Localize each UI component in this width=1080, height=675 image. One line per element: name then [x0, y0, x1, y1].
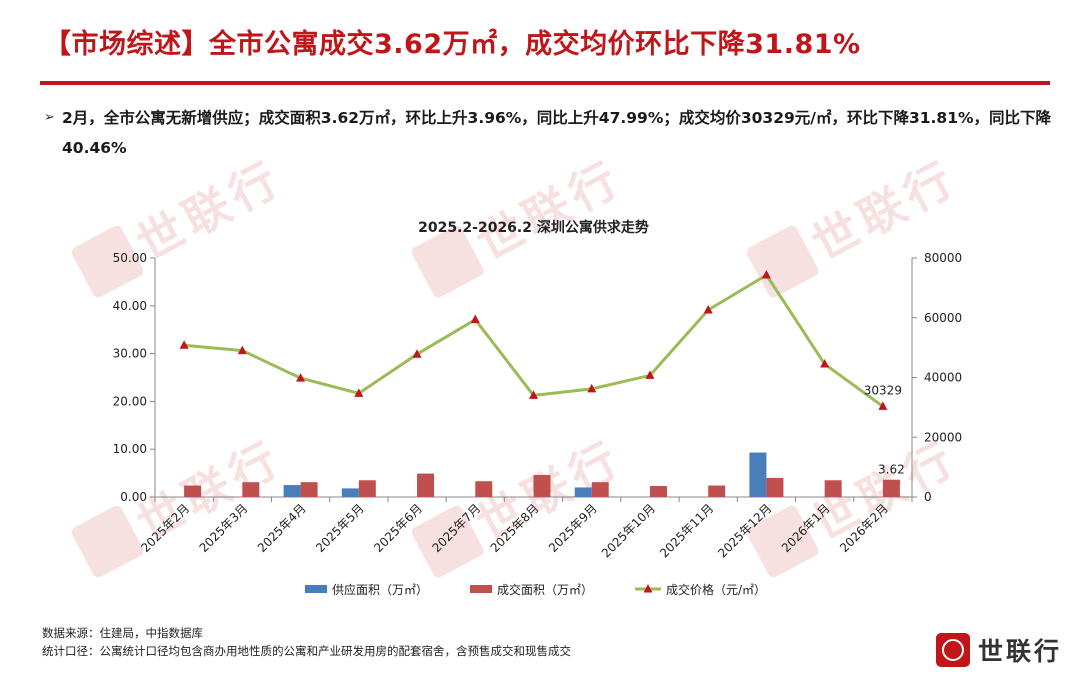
- transaction-bar: [417, 473, 435, 497]
- x-tick-label: 2026年2月: [837, 501, 891, 555]
- transaction-bar: [882, 479, 900, 497]
- legend-swatch: [305, 585, 327, 593]
- transaction-bar: [475, 481, 493, 497]
- price-point: [587, 383, 597, 393]
- page-title: 【市场综述】全市公寓成交3.62万㎡，成交均价环比下降31.81%: [44, 29, 861, 60]
- transaction-bar: [766, 477, 784, 497]
- footnotes: 数据来源：住建局，中指数据库 统计口径：公寓统计口径均包含商办用地性质的公寓和产…: [42, 624, 571, 660]
- price-point: [703, 304, 713, 314]
- price-point: [412, 349, 422, 358]
- supply-bar: [574, 487, 592, 497]
- transaction-bar: [649, 486, 667, 497]
- y-right-tick-label: 60000: [924, 311, 962, 325]
- logo-name: 世联行: [977, 637, 1062, 666]
- price-point: [237, 345, 247, 355]
- x-tick-label: 2025年11月: [657, 501, 716, 560]
- legend-swatch: [470, 585, 492, 593]
- summary-text: 2月，全市公寓无新增供应；成交面积3.62万㎡，环比上升3.96%，同比上升47…: [62, 109, 1052, 157]
- y-right-tick-label: 40000: [924, 371, 962, 385]
- price-point: [470, 314, 480, 324]
- x-tick-label: 2025年2月: [138, 501, 192, 555]
- transaction-bar: [300, 482, 318, 497]
- transaction-bar: [708, 485, 726, 497]
- x-tick-label: 2025年4月: [255, 501, 309, 555]
- transaction-bar: [242, 482, 260, 497]
- x-tick-label: 2025年10月: [599, 501, 658, 560]
- y-left-tick-label: 0.00: [120, 490, 147, 504]
- footnote-scope: 统计口径：公寓统计口径均包含商办用地性质的公寓和产业研发用房的配套宿舍，含预售成…: [42, 644, 571, 658]
- price-line: [183, 272, 884, 408]
- x-tick-label: 2025年8月: [488, 501, 542, 555]
- x-tick-label: 2025年7月: [430, 501, 484, 555]
- y-left-tick-label: 10.00: [113, 442, 147, 456]
- transaction-bar: [358, 480, 376, 497]
- y-right-tick-label: 0: [924, 490, 932, 504]
- y-right-tick-label: 20000: [924, 430, 962, 444]
- price-point: [761, 270, 771, 279]
- y-left-tick-label: 50.00: [113, 251, 147, 265]
- x-tick-label: 2025年5月: [313, 501, 367, 555]
- shilianhang-logo-icon: [935, 633, 970, 667]
- footnote-source: 数据来源：住建局，中指数据库: [42, 626, 203, 640]
- x-tick-label: 2026年1月: [779, 501, 833, 555]
- legend-label: 供应面积（万㎡）: [332, 582, 428, 597]
- x-tick-label: 2025年6月: [371, 501, 425, 555]
- price-point: [296, 373, 306, 382]
- price-point: [820, 359, 830, 368]
- transaction-bar: [184, 485, 202, 497]
- price-point: [179, 340, 189, 349]
- chart-title: 2025.2-2026.2 深圳公寓供求走势: [418, 219, 649, 236]
- bullet-arrow-icon: ➢: [44, 110, 55, 125]
- y-right-tick-label: 80000: [924, 251, 962, 265]
- x-tick-label: 2025年9月: [546, 501, 600, 555]
- supply-bar: [749, 452, 767, 497]
- transaction-bar: [824, 480, 842, 497]
- data-label: 30329: [864, 383, 902, 397]
- summary-bullet: ➢ 2月，全市公寓无新增供应；成交面积3.62万㎡，环比上升3.96%，同比上升…: [44, 103, 1054, 163]
- supply-bar: [283, 485, 301, 497]
- company-logo: 世联行: [935, 632, 1062, 668]
- y-left-tick-label: 30.00: [113, 347, 147, 361]
- price-point: [878, 401, 888, 410]
- supply-bar: [341, 488, 359, 497]
- transaction-bar: [533, 475, 551, 497]
- price-point: [645, 370, 655, 379]
- x-tick-label: 2025年12月: [715, 501, 774, 560]
- legend-label: 成交面积（万㎡）: [497, 582, 593, 597]
- data-label: 3.62: [878, 463, 905, 477]
- x-tick-label: 2025年3月: [197, 501, 251, 555]
- legend-marker: [643, 584, 653, 593]
- title-divider: [40, 81, 1050, 85]
- price-point: [529, 390, 538, 399]
- price-point: [354, 388, 364, 397]
- legend-label: 成交价格（元/㎡）: [666, 582, 766, 597]
- y-left-tick-label: 20.00: [113, 394, 147, 408]
- y-left-tick-label: 40.00: [113, 299, 147, 313]
- transaction-bar: [591, 482, 609, 497]
